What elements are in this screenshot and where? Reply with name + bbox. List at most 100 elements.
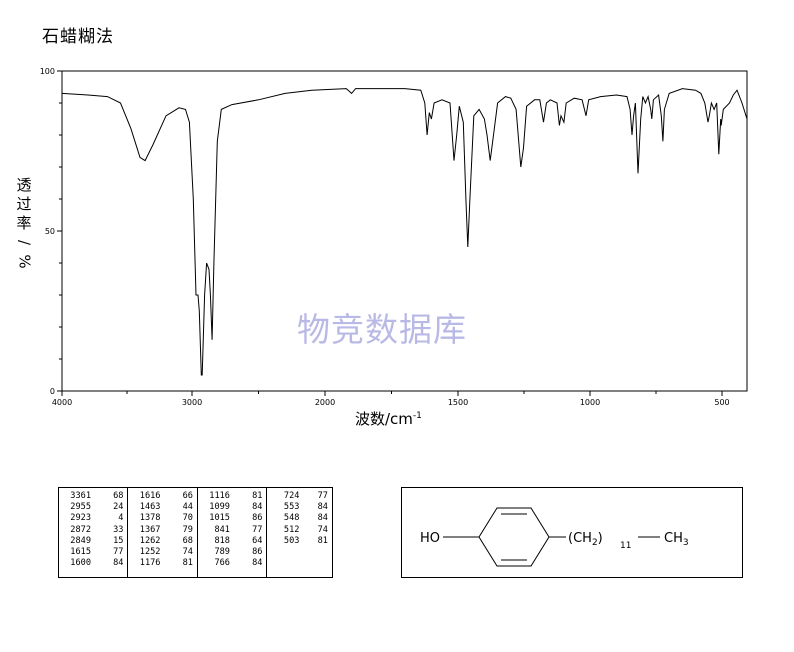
peak-wavenumber: 789 [214, 547, 230, 558]
peak-wavenumber: 1616 [139, 491, 161, 501]
peak-wavenumber: 1367 [139, 524, 161, 535]
x-axis-label: 波数/cm-1 [355, 408, 422, 429]
x-label-sup: -1 [412, 411, 422, 421]
peak-table-row: 1176 81 [132, 558, 193, 569]
x-tick-label: 2000 [315, 398, 335, 407]
peak-wavenumber: 1600 [70, 558, 91, 569]
y-axis-ticks: 100 50 0 [40, 67, 62, 396]
peak-transmittance: 74 [182, 547, 193, 558]
peak-transmittance: 33 [113, 524, 124, 535]
structure-box: HO (CH2) 11 CH3 [401, 487, 743, 578]
peak-transmittance: 77 [317, 491, 328, 501]
peak-table-row: 818 64 [202, 536, 262, 547]
structure-drawing: HO (CH2) 11 CH3 [420, 507, 689, 567]
y-tick-label: 50 [45, 227, 55, 236]
peak-wavenumber: 1463 [139, 502, 161, 513]
peak-wavenumber: 2849 [70, 535, 91, 546]
peak-table-row: 3361 68 [63, 491, 123, 502]
watermark: 物竞数据库 [297, 310, 467, 349]
peak-table-row: 503 81 [271, 536, 328, 547]
peak-transmittance: 86 [252, 547, 263, 558]
methyl-group: CH3 [664, 531, 689, 548]
peak-wavenumber: 1015 [209, 513, 230, 524]
peak-transmittance: 84 [252, 558, 263, 569]
x-tick-label: 3000 [182, 398, 202, 407]
peak-transmittance: 81 [182, 558, 193, 569]
peak-wavenumber: 1116 [209, 491, 230, 501]
peak-wavenumber: 2872 [70, 524, 91, 535]
peak-transmittance: 86 [252, 513, 263, 524]
peak-wavenumber: 1252 [139, 547, 161, 558]
peak-table-row: 1015 86 [202, 513, 262, 524]
peak-table-row: 1615 77 [63, 547, 123, 558]
peak-transmittance: 15 [113, 535, 124, 546]
peak-table-row: 1600 84 [63, 558, 123, 569]
peak-wavenumber: 1176 [139, 558, 161, 569]
peak-table-row: 841 77 [202, 525, 262, 536]
peak-wavenumber: 503 [283, 535, 300, 546]
peak-table-row: 1116 81 [202, 491, 262, 502]
peak-transmittance: 64 [252, 535, 263, 546]
peak-table-row: 1367 79 [132, 524, 193, 536]
peak-table-row: 1252 74 [132, 547, 193, 558]
peak-table-column: 724 77 553 84 548 84 512 74 503 81 [267, 488, 332, 577]
peak-wavenumber: 1378 [139, 513, 161, 524]
x-tick-label: 500 [714, 398, 729, 407]
spectrum-line [61, 88, 748, 376]
peak-transmittance: 81 [252, 491, 263, 501]
x-axis-ticks: 4000 3000 2000 1500 1000 500 [52, 391, 730, 407]
spectrum-title: 石蜡糊法 [42, 27, 114, 47]
peak-table-row: 2849 15 [63, 536, 123, 547]
x-tick-label: 4000 [52, 398, 72, 407]
peak-wavenumber: 841 [214, 524, 230, 535]
peak-wavenumber: 548 [283, 513, 300, 524]
peak-transmittance: 70 [182, 513, 193, 524]
peak-wavenumber: 2955 [70, 502, 91, 513]
peak-transmittance: 44 [182, 502, 193, 513]
peak-table-row: 1616 66 [132, 491, 193, 502]
peak-table-row: 2923 4 [63, 513, 123, 524]
peak-wavenumber: 3361 [70, 491, 91, 501]
peak-wavenumber: 512 [283, 524, 300, 535]
y-axis-label: 透 过 率 / % [14, 176, 34, 271]
peak-transmittance: 84 [113, 558, 124, 569]
peak-table-column: 1116 81 1099 84 1015 86 841 77 818 64 789 86 766 84 [198, 488, 268, 577]
peak-table-row: 766 84 [202, 558, 262, 569]
peak-wavenumber: 724 [283, 491, 300, 501]
peak-transmittance: 77 [252, 524, 263, 535]
peak-table-row: 789 86 [202, 547, 262, 558]
peak-table: 3361 68 2955 24 2923 4 2872 33 2849 15 1615 77 1600 8… [58, 487, 333, 578]
peak-wavenumber: 818 [214, 535, 230, 546]
peak-wavenumber: 766 [214, 558, 230, 569]
peak-wavenumber: 553 [283, 502, 300, 513]
peak-table-row: 548 84 [271, 513, 328, 524]
peak-transmittance: 4 [118, 513, 124, 524]
peak-transmittance: 68 [113, 491, 124, 501]
peak-transmittance: 66 [182, 491, 193, 501]
peak-transmittance: 24 [113, 502, 124, 513]
repeat-count: 11 [620, 541, 631, 551]
x-tick-label: 1500 [448, 398, 468, 407]
peak-transmittance: 79 [182, 524, 193, 535]
peak-transmittance: 84 [252, 502, 263, 513]
hydroxyl-label: HO [420, 531, 440, 546]
peak-table-row: 2955 24 [63, 502, 123, 513]
y-label-char: 透 [16, 176, 32, 194]
peak-wavenumber: 1615 [70, 547, 91, 558]
peak-table-row: 1378 70 [132, 513, 193, 524]
peak-table-row: 2872 33 [63, 525, 123, 536]
y-tick-label: 100 [40, 67, 55, 76]
peak-table-row: 1262 68 [132, 535, 193, 547]
peak-transmittance: 68 [182, 535, 193, 546]
peak-transmittance: 81 [317, 535, 328, 546]
peak-table-column: 1616 66 1463 44 1378 70 1367 79 1262 68 1252 74 1176… [128, 488, 198, 577]
peak-table-row: 553 84 [271, 502, 328, 513]
peak-table-row: 512 74 [271, 525, 328, 536]
peak-transmittance: 84 [317, 502, 328, 513]
y-label-char: 率 [16, 214, 32, 232]
x-tick-label: 1000 [580, 398, 600, 407]
y-tick-label: 0 [50, 387, 55, 396]
peak-table-row: 1099 84 [202, 502, 262, 513]
peak-table-row: 724 77 [271, 491, 328, 502]
